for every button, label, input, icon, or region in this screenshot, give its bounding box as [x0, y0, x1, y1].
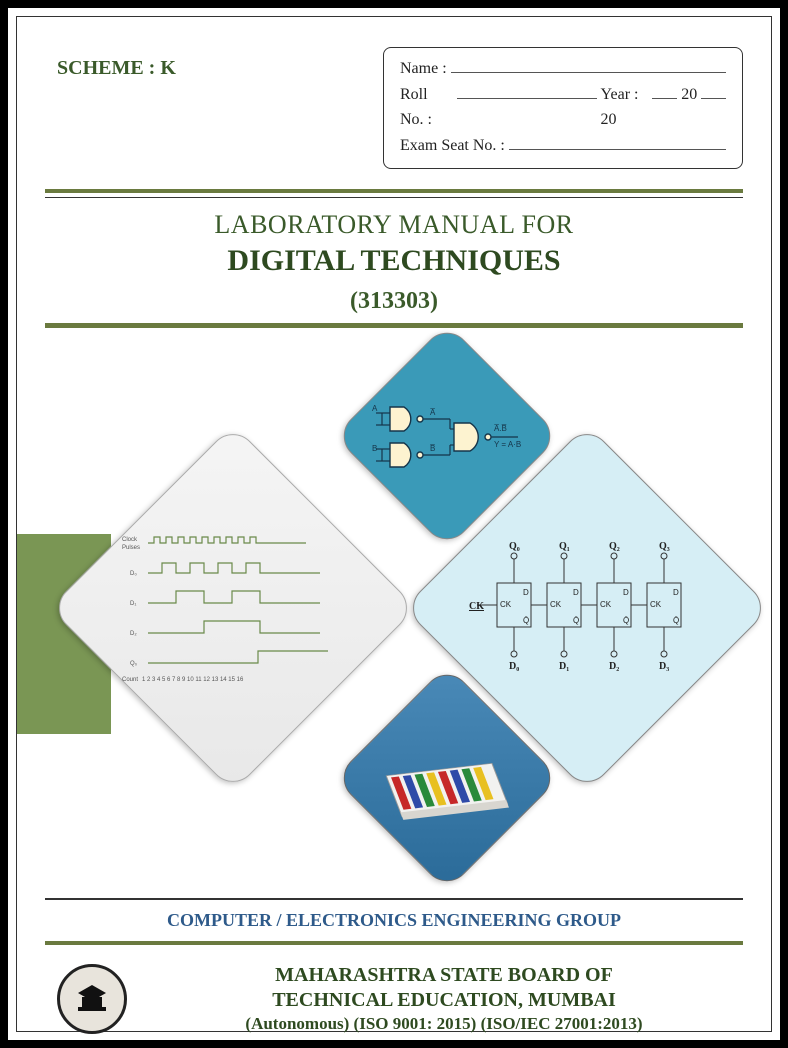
- footer-block: MAHARASHTRA STATE BOARD OF TECHNICAL EDU…: [17, 945, 771, 1034]
- timing-content: Clock Pulses D₀ D₁ D₂ Q₀ 1 2 3 4 5 6 7 8…: [104, 479, 362, 737]
- svg-text:CK: CK: [469, 601, 484, 612]
- svg-text:Q₂: Q₂: [609, 541, 620, 552]
- svg-text:D: D: [523, 588, 529, 597]
- timing-svg: Clock Pulses D₀ D₁ D₂ Q₀ 1 2 3 4 5 6 7 8…: [118, 523, 348, 693]
- svg-text:Q̄: Q̄: [673, 616, 679, 625]
- svg-text:Count: Count: [122, 677, 138, 683]
- svg-text:Q₀: Q₀: [130, 661, 138, 667]
- roll-field[interactable]: [457, 83, 597, 99]
- svg-text:Q̄: Q̄: [523, 616, 529, 625]
- seat-field[interactable]: [509, 134, 726, 150]
- timing-count: 1 2 3 4 5 6 7 8 9 10 11 12 13 14 15 16: [142, 677, 244, 683]
- scheme-text: SCHEME :: [57, 57, 155, 79]
- diagram-area: Clock Pulses D₀ D₁ D₂ Q₀ 1 2 3 4 5 6 7 8…: [17, 338, 771, 898]
- seat-line: Exam Seat No. :: [400, 133, 726, 159]
- svg-text:Q₁: Q₁: [559, 541, 570, 552]
- gates-svg: A B A̅ B̅ A̅.B̅ Y = A·B: [372, 381, 522, 491]
- footer-line2: TECHNICAL EDUCATION, MUMBAI: [145, 988, 743, 1013]
- svg-text:A: A: [372, 404, 378, 413]
- group-text: COMPUTER / ELECTRONICS ENGINEERING GROUP: [17, 900, 771, 941]
- svg-text:B: B: [372, 444, 377, 453]
- gate-output: Y = A·B: [494, 440, 521, 449]
- svg-text:Q₃: Q₃: [659, 541, 670, 552]
- year-to-field[interactable]: [701, 83, 726, 99]
- inner-border: SCHEME : K Name : Roll No. : Year : 20 2…: [16, 16, 772, 1032]
- roll-label: Roll No. :: [400, 82, 453, 133]
- footer-line1: MAHARASHTRA STATE BOARD OF: [145, 963, 743, 988]
- rule-top-2: [45, 197, 743, 198]
- svg-text:Q₀: Q₀: [509, 541, 520, 552]
- year-sep: 20: [681, 82, 697, 108]
- svg-text:Pulses: Pulses: [122, 545, 140, 551]
- seat-label: Exam Seat No. :: [400, 133, 505, 159]
- register-svg: CK CK CK CK D D D D Q̄ Q̄ Q̄ Q̄ Q₀ Q₁ Q₂ Q₃ D₀ D₁ D₂ D₃…: [467, 523, 707, 693]
- gates-content: A B A̅ B̅ A̅.B̅ Y = A·B: [368, 357, 526, 515]
- name-field[interactable]: [451, 57, 726, 73]
- svg-text:Q̄: Q̄: [573, 616, 579, 625]
- svg-text:D₁: D₁: [130, 601, 136, 607]
- title-block: LABORATORY MANUAL FOR DIGITAL TECHNIQUES…: [17, 210, 771, 315]
- header-row: SCHEME : K Name : Roll No. : Year : 20 2…: [17, 17, 771, 181]
- rule-under-title: [45, 323, 743, 328]
- rule-top-1: [45, 189, 743, 193]
- svg-text:D: D: [573, 588, 579, 597]
- svg-text:A̅.B̅: A̅.B̅: [494, 424, 507, 433]
- svg-text:CK: CK: [600, 600, 612, 609]
- breadboard-svg: [377, 718, 517, 838]
- svg-text:Clock: Clock: [122, 537, 138, 543]
- footer-text: MAHARASHTRA STATE BOARD OF TECHNICAL EDU…: [145, 963, 743, 1034]
- breadboard-content: [368, 699, 526, 857]
- diamond-timing: Clock Pulses D₀ D₁ D₂ Q₀ 1 2 3 4 5 6 7 8…: [49, 425, 417, 793]
- title-main: DIGITAL TECHNIQUES: [17, 244, 771, 278]
- svg-text:D₂: D₂: [130, 631, 137, 637]
- scheme-label: SCHEME : K: [57, 57, 176, 80]
- roll-line: Roll No. : Year : 20 20: [400, 82, 726, 133]
- svg-text:CK: CK: [500, 600, 512, 609]
- board-seal-icon: [57, 964, 127, 1034]
- name-label: Name :: [400, 56, 447, 82]
- svg-text:D₂: D₂: [609, 661, 619, 672]
- svg-text:D₃: D₃: [659, 661, 669, 672]
- svg-text:D₀: D₀: [509, 661, 519, 672]
- svg-text:D: D: [673, 588, 679, 597]
- svg-text:D₁: D₁: [559, 661, 569, 672]
- title-top: LABORATORY MANUAL FOR: [17, 210, 771, 240]
- page-frame: SCHEME : K Name : Roll No. : Year : 20 2…: [0, 0, 788, 1048]
- svg-text:D: D: [623, 588, 629, 597]
- svg-text:CK: CK: [650, 600, 662, 609]
- svg-text:D₀: D₀: [130, 571, 137, 577]
- svg-text:A̅: A̅: [430, 408, 436, 417]
- student-info-box: Name : Roll No. : Year : 20 20 Exam Seat…: [383, 47, 743, 169]
- scheme-value: K: [160, 57, 176, 79]
- year-from-field[interactable]: [652, 83, 677, 99]
- year-label: Year : 20: [601, 82, 649, 133]
- footer-line3: (Autonomous) (ISO 9001: 2015) (ISO/IEC 2…: [145, 1013, 743, 1034]
- svg-text:B̅: B̅: [430, 444, 436, 453]
- name-line: Name :: [400, 56, 726, 82]
- svg-text:Q̄: Q̄: [623, 616, 629, 625]
- svg-text:CK: CK: [550, 600, 562, 609]
- title-code: (313303): [17, 288, 771, 315]
